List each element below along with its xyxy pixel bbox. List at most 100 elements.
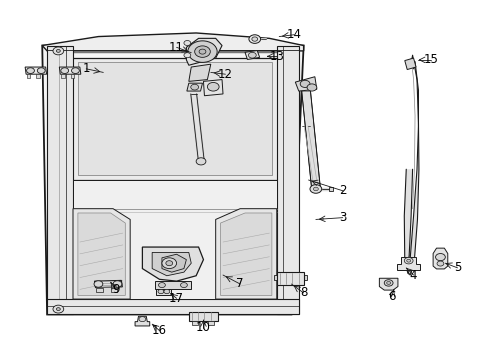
Polygon shape [25, 67, 47, 74]
Circle shape [387, 282, 391, 284]
Circle shape [53, 305, 64, 313]
Circle shape [314, 187, 318, 191]
Polygon shape [220, 213, 272, 296]
Text: 15: 15 [423, 53, 438, 66]
Text: 9: 9 [112, 283, 119, 296]
Circle shape [113, 281, 122, 287]
Polygon shape [329, 187, 333, 191]
Polygon shape [216, 209, 277, 299]
Circle shape [199, 49, 206, 54]
Circle shape [404, 257, 413, 264]
Bar [208, 320, 214, 325]
Circle shape [94, 281, 103, 287]
Circle shape [207, 82, 219, 91]
Text: 6: 6 [388, 290, 395, 303]
Circle shape [407, 259, 411, 262]
Bar [36, 74, 40, 78]
Circle shape [159, 283, 165, 288]
Circle shape [252, 37, 258, 41]
Text: 8: 8 [300, 287, 307, 300]
Text: 13: 13 [270, 50, 284, 63]
Bar [111, 288, 118, 292]
Circle shape [26, 68, 34, 73]
Text: 3: 3 [339, 211, 346, 224]
Polygon shape [189, 64, 211, 81]
Polygon shape [302, 91, 320, 187]
Circle shape [310, 185, 322, 193]
Polygon shape [152, 252, 191, 276]
Text: 16: 16 [152, 324, 167, 337]
Circle shape [300, 80, 310, 87]
Bar [192, 320, 197, 325]
Text: 4: 4 [410, 269, 417, 282]
Polygon shape [203, 80, 223, 96]
Bar [302, 275, 307, 280]
Circle shape [139, 317, 146, 321]
Text: 2: 2 [339, 184, 346, 197]
Circle shape [180, 283, 187, 288]
Polygon shape [72, 58, 278, 180]
Circle shape [72, 68, 79, 73]
Circle shape [195, 46, 210, 57]
Circle shape [53, 47, 64, 55]
Polygon shape [245, 50, 260, 59]
Bar [26, 74, 30, 78]
Circle shape [436, 253, 445, 261]
Polygon shape [187, 83, 202, 91]
Circle shape [437, 261, 444, 266]
Circle shape [37, 68, 45, 73]
Circle shape [248, 52, 256, 58]
Circle shape [196, 158, 206, 165]
Polygon shape [42, 45, 304, 315]
Bar [96, 288, 103, 292]
Circle shape [188, 41, 217, 62]
Bar [274, 275, 279, 280]
Polygon shape [433, 248, 448, 269]
Polygon shape [47, 45, 73, 315]
Bar [71, 74, 74, 78]
Bar [61, 74, 65, 78]
Circle shape [307, 84, 317, 91]
Text: 17: 17 [169, 292, 184, 305]
Polygon shape [155, 281, 191, 289]
Circle shape [61, 68, 69, 73]
Polygon shape [78, 62, 272, 175]
Polygon shape [95, 280, 122, 288]
Polygon shape [404, 55, 419, 275]
Polygon shape [379, 278, 398, 290]
Polygon shape [78, 213, 125, 296]
Polygon shape [295, 77, 317, 91]
Text: 7: 7 [236, 278, 244, 291]
Polygon shape [277, 45, 299, 315]
Circle shape [56, 49, 60, 52]
Circle shape [184, 41, 191, 45]
Polygon shape [405, 58, 416, 69]
Circle shape [249, 35, 261, 43]
Text: 11: 11 [169, 41, 184, 54]
Circle shape [191, 84, 198, 90]
Circle shape [384, 280, 393, 286]
Circle shape [158, 289, 164, 294]
Polygon shape [162, 254, 186, 272]
Polygon shape [186, 39, 222, 65]
Text: 5: 5 [454, 261, 461, 274]
Polygon shape [73, 209, 130, 299]
Circle shape [166, 261, 172, 266]
Circle shape [162, 258, 176, 269]
Polygon shape [189, 312, 218, 320]
Text: 14: 14 [286, 28, 301, 41]
Text: 10: 10 [196, 321, 211, 334]
Polygon shape [277, 272, 304, 285]
Circle shape [184, 53, 191, 58]
Polygon shape [42, 33, 304, 51]
Text: 1: 1 [82, 62, 90, 75]
Polygon shape [47, 299, 299, 315]
Polygon shape [156, 289, 171, 295]
Polygon shape [397, 257, 420, 270]
Polygon shape [59, 67, 81, 74]
Circle shape [56, 308, 60, 311]
Polygon shape [143, 247, 203, 281]
Circle shape [164, 289, 170, 294]
Polygon shape [73, 180, 277, 299]
Polygon shape [135, 316, 150, 326]
